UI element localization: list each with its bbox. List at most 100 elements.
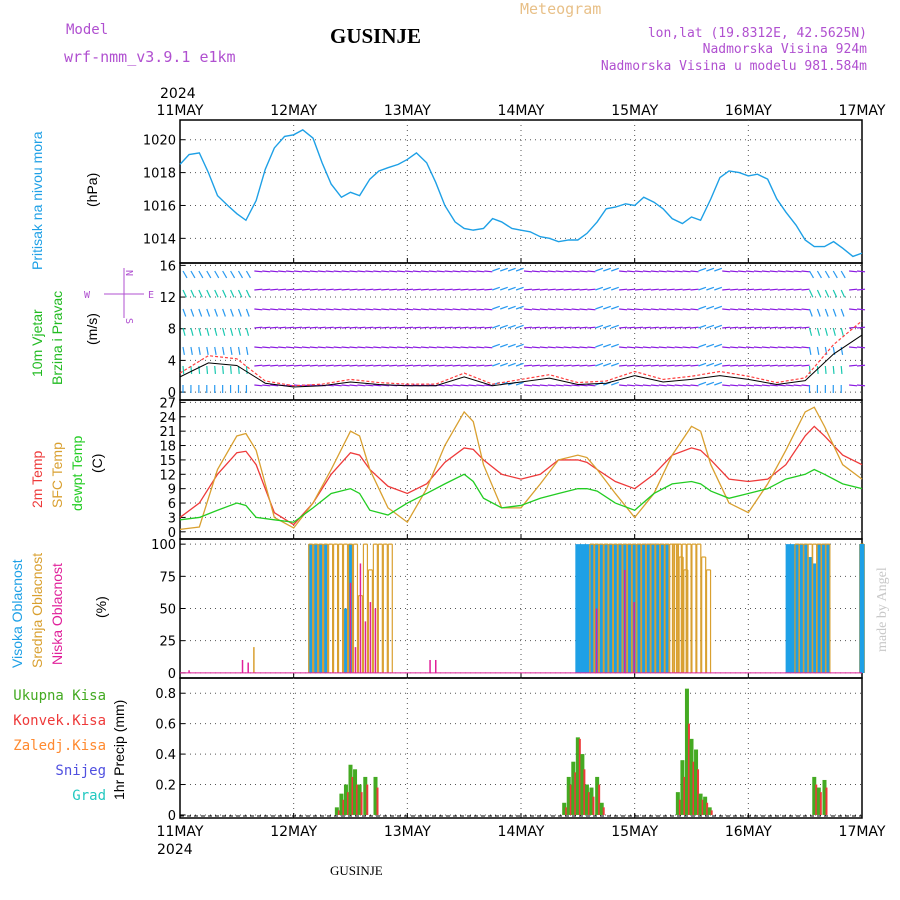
wind-arrow [349,384,358,387]
wind-arrow [634,326,644,329]
wind-arrow [515,362,524,367]
wind-arrow [428,326,437,329]
cloud-high-bar [650,544,656,673]
date-label-top: 16MAY [725,103,772,119]
precip-total-bar [580,754,585,815]
wind-arrow [397,270,406,273]
wind-arrow [801,270,810,273]
wind-arrow [738,346,747,349]
precip-conv-bar [687,723,690,815]
wind-arrow [245,327,250,336]
wind-arrow [769,326,778,329]
wind-arrow [270,326,279,329]
wind-arrow [642,346,651,349]
wind-arrow [222,308,226,317]
wind-arrow [666,308,675,311]
wind-arrow [222,327,226,336]
wind-arrow [706,343,715,348]
wind-arrow [476,288,485,291]
precip-conv-bar [592,796,595,815]
wind-arrow [333,308,342,311]
wind-arrow [230,270,236,279]
wind-arrow [325,270,334,273]
wind-arrow [317,326,326,329]
wind-arrow [769,384,778,387]
wind-arrow [571,384,580,387]
wind-arrow [658,346,667,349]
lonlat-text: lon,lat (19.8312E, 42.5625N) [648,26,867,41]
wind-arrow [722,346,731,349]
tick-labels: 1014101610181020048121603691215182124270… [143,134,176,824]
y-tick-label: 3 [168,511,176,526]
wind-arrow [365,326,374,329]
y-tick-label: 0.2 [155,779,176,794]
wind-arrow [777,346,786,349]
precip-conv-bar [578,738,581,815]
wind-arrow [468,270,477,273]
wind-arrow [595,305,604,310]
temp-2m-line [179,425,863,526]
wind-arrow [745,346,755,349]
wind-arrow [650,384,659,387]
wind-arrow [619,288,628,291]
wind-arrow [515,324,524,329]
wind-arrow [349,364,358,367]
wind-arrow [595,286,604,291]
wind-arrow [611,343,619,348]
wind-arrow [785,384,794,387]
wind-arrow [270,346,279,349]
wind-arrow [603,343,612,348]
precip-legend-frz: Zaledj.Kisa [13,738,106,754]
wind-arrow [278,288,287,291]
wind-arrow [808,270,815,279]
wind-arrow [333,288,342,291]
cloud-ylabel-high: Visoka Oblacnost [9,559,25,668]
wind-arrow [484,270,493,273]
wind-arrow [745,364,755,367]
wind-arrow [777,308,786,311]
wind-arrow [816,270,822,279]
date-label-top: 12MAY [270,103,317,119]
wind-arrow [317,364,326,367]
wind-arrow [254,288,263,291]
wind-arrow [365,384,374,387]
wind-arrow [539,326,548,329]
wind-arrow [627,270,636,273]
wind-arrow [523,364,533,367]
wind-arrow [627,308,636,311]
wind-arrow [278,270,287,273]
wind-arrow [500,305,508,310]
date-label-bottom: 17MAY [839,824,886,840]
wind-arrow [237,308,242,317]
wind-arrow [761,364,770,367]
wind-arrow [397,346,406,349]
wind-arrow [587,288,596,291]
wind-arrow [832,289,838,298]
wind-arrow [682,288,691,291]
wind-arrow [325,288,334,291]
wind-arrow [587,308,596,311]
wind-arrow [468,288,477,291]
precip-total-bar [707,807,712,815]
wind-arrow [857,364,866,367]
y-tick-label: 75 [159,570,176,585]
wind-arrow [769,288,778,291]
wind-arrow [579,384,588,387]
precip-legend-total: Ukupna Kisa [13,688,106,704]
wind-arrow [301,346,310,349]
precip-total-bar [363,776,368,815]
wind-arrow [571,364,580,367]
wind-arrow [722,384,731,387]
wind-arrow [555,308,564,311]
precip-total-bar [357,784,362,815]
precip-conv-bar [815,784,818,815]
wind-arrow [785,326,794,329]
wind-arrow [492,267,501,272]
footer-title: GUSINJE [330,863,383,878]
wind-arrow [237,289,243,298]
wind-arrow [531,364,540,367]
wind-arrow [270,308,279,311]
precip-conv-bar [366,784,369,815]
wind-arrow [237,270,244,279]
wind-arrow [254,364,263,367]
